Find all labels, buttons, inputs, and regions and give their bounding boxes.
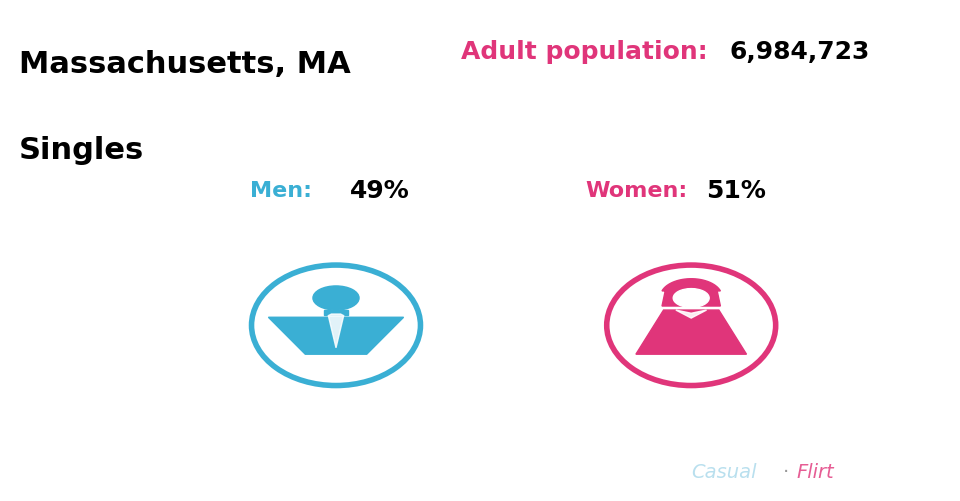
Polygon shape xyxy=(636,311,747,355)
Text: Casual: Casual xyxy=(691,462,756,481)
Text: 6,984,723: 6,984,723 xyxy=(730,40,870,64)
Text: Flirt: Flirt xyxy=(797,462,834,481)
Text: Women:: Women: xyxy=(586,180,688,200)
Polygon shape xyxy=(676,311,707,319)
Polygon shape xyxy=(328,315,344,348)
Text: Adult population:: Adult population: xyxy=(461,40,708,64)
Text: Singles: Singles xyxy=(19,135,144,164)
Polygon shape xyxy=(269,318,403,355)
Text: 49%: 49% xyxy=(350,178,410,202)
Polygon shape xyxy=(662,279,720,307)
Polygon shape xyxy=(324,311,348,315)
Text: Men:: Men: xyxy=(250,180,312,200)
Text: ·: · xyxy=(782,462,789,481)
Text: Massachusetts, MA: Massachusetts, MA xyxy=(19,50,351,79)
Text: 51%: 51% xyxy=(706,178,765,202)
Circle shape xyxy=(673,289,709,308)
Circle shape xyxy=(313,287,359,311)
